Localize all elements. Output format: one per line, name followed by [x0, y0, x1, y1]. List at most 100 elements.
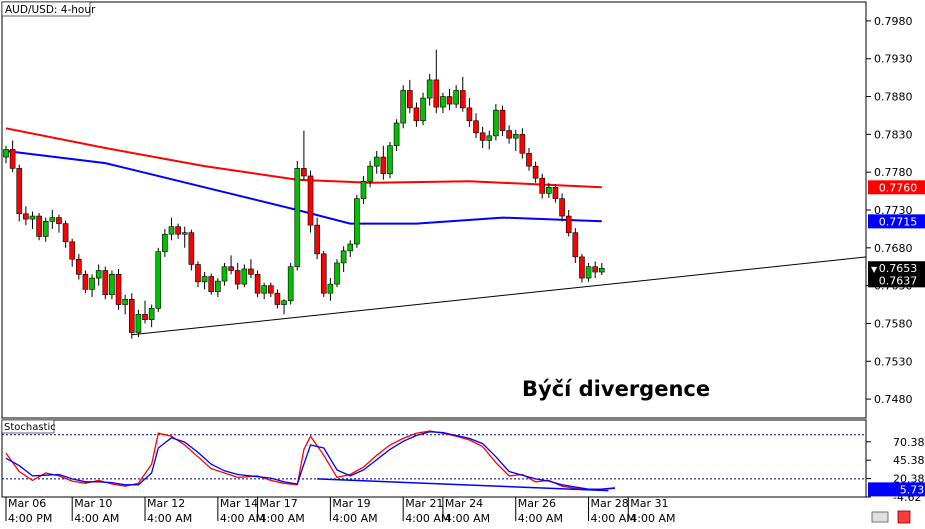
candle [195, 261, 201, 288]
candle [327, 278, 334, 301]
x-tick-label-time: 4:00 AM [591, 512, 636, 525]
candle [62, 220, 69, 248]
stochastic-current-label: 5.73 [868, 482, 925, 497]
candle-body [23, 213, 29, 220]
current-price-marker: ▼ [871, 265, 878, 274]
candle-body [393, 122, 400, 147]
candle [393, 119, 400, 152]
x-tick-label-time: 4:00 AM [147, 512, 192, 525]
x-tick-label-time: 4:00 AM [332, 512, 377, 525]
candle [559, 193, 565, 222]
candle [499, 105, 506, 136]
x-tick-label-time: 4:00 AM [405, 512, 450, 525]
candle [267, 282, 274, 297]
x-tick-label-time: 4:00 AM [518, 512, 563, 525]
candle-body [175, 226, 181, 235]
candle [36, 213, 42, 241]
candle [281, 299, 287, 315]
price-axis-label-text: 0.7653 [879, 262, 918, 275]
x-tick-label-date: Mar 31 [630, 497, 668, 510]
candle [433, 49, 440, 114]
candle-body [56, 217, 62, 224]
stochastic-title-box [1, 419, 55, 434]
candle-body [82, 273, 89, 290]
candle-body [215, 280, 221, 292]
price-axis-label: 0.7653 [868, 261, 925, 276]
candle [221, 262, 228, 286]
candle-body [486, 135, 493, 141]
stochastic-line-k [5, 430, 616, 491]
ma-fast-line [5, 150, 602, 225]
chart-title-text: AUD/USD: 4-hour [5, 4, 96, 16]
candle [506, 125, 512, 144]
candle-body [519, 134, 526, 154]
candle-body [592, 266, 598, 273]
candle [479, 126, 486, 148]
candle [294, 160, 301, 271]
price-panel-frame [1, 1, 867, 419]
candle-body [208, 276, 215, 292]
candle-body [234, 270, 241, 285]
candle [446, 88, 453, 111]
candle [473, 113, 479, 139]
candle-body [162, 233, 168, 252]
candle [413, 102, 420, 127]
chart-title-box [1, 1, 91, 17]
candle-body [433, 79, 440, 108]
stochastic-line-d [5, 431, 616, 490]
candle-body [327, 283, 334, 294]
candle-body [248, 268, 254, 275]
candle-body [453, 90, 459, 105]
candle-body [354, 198, 360, 245]
x-tick-label-time: 4:00 AM [74, 512, 119, 525]
candle-body [142, 314, 148, 320]
price-tick-label: 0.7530 [874, 355, 913, 368]
candle [215, 278, 221, 297]
candle-body [579, 256, 585, 279]
candle-body [314, 224, 320, 255]
x-tick-label-time: 4:00 AM [260, 512, 305, 525]
price-panel: 0.7980 0.7930 0.7880 0.7830 0.7780 0.7730 0.76… [1, 1, 925, 419]
candle-body [367, 165, 373, 182]
candle-body [413, 107, 420, 122]
candle-body [69, 241, 75, 260]
candle-body [29, 215, 36, 220]
x-tick-label-time: 4:00 AM [220, 512, 265, 525]
candle-body [122, 298, 128, 305]
candle-body [585, 266, 592, 279]
candle [122, 294, 128, 315]
x-tick-label-time: 4:00 AM [630, 512, 675, 525]
candle-body [267, 285, 274, 294]
candle [307, 170, 314, 233]
candle [367, 160, 373, 188]
candle [380, 145, 387, 180]
candle [426, 73, 433, 106]
candle [453, 85, 459, 108]
candle-body [572, 232, 579, 258]
candle-body [320, 253, 327, 294]
stochastic-current-label-box [868, 482, 925, 497]
x-tick-label-date: Mar 10 [74, 497, 112, 510]
price-tick-label: 0.7580 [874, 317, 913, 330]
candle-body [506, 130, 512, 139]
scroll-shift-icon [871, 511, 889, 523]
candle [162, 228, 168, 257]
candle-body [128, 298, 135, 333]
candle [340, 246, 347, 273]
price-tick-label: 0.7680 [874, 242, 913, 255]
candle [354, 194, 360, 248]
candle [519, 128, 526, 159]
price-axis-label: 0.7760 [868, 180, 925, 195]
candle [155, 247, 162, 313]
candle [188, 229, 195, 271]
candle [287, 262, 294, 305]
candle-body [380, 156, 387, 174]
x-tick-label-time: 4:00 AM [445, 512, 490, 525]
price-axis-label-box [868, 214, 925, 229]
stochastic-tick-label: 70.38 [893, 436, 925, 449]
candle [420, 92, 426, 126]
candle-body [347, 243, 354, 252]
candle [512, 129, 519, 152]
x-tick-label-date: Mar 26 [518, 497, 556, 510]
